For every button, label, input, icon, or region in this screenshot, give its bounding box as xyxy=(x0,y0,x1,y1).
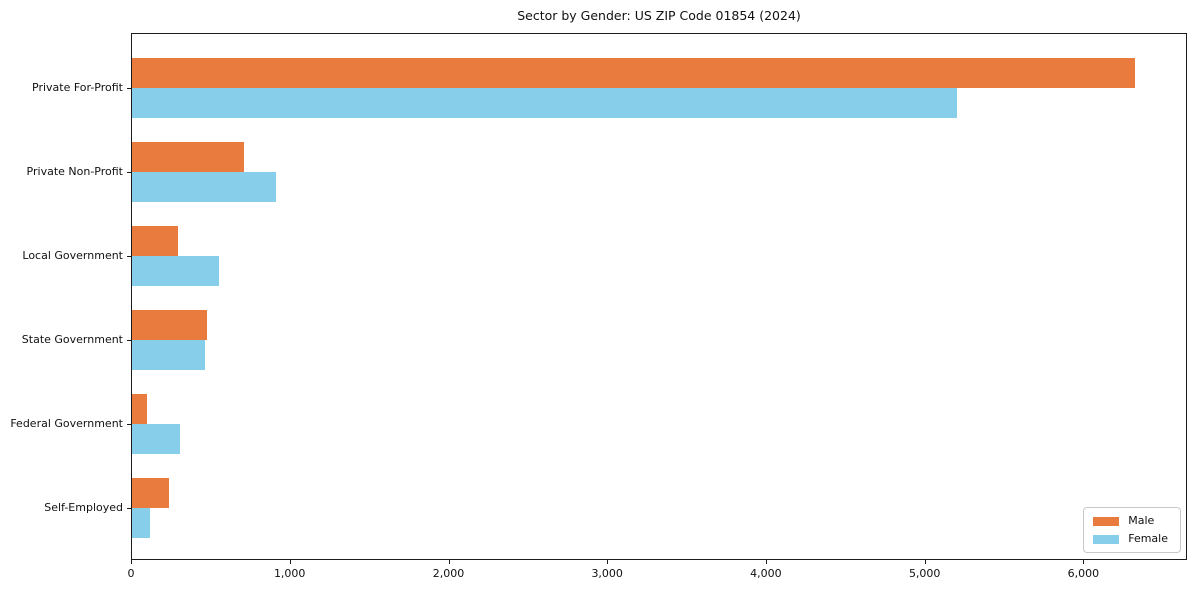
x-tick-mark xyxy=(1083,560,1085,564)
legend-label-female: Female xyxy=(1128,532,1168,545)
x-tick-label-6000: 6,000 xyxy=(1067,567,1100,580)
female-series-swatch xyxy=(1093,534,1120,544)
y-tick-mark xyxy=(127,424,131,425)
y-tick-label-private-non-profit: Private Non-Profit xyxy=(26,165,123,178)
legend: Male Female xyxy=(1083,507,1181,553)
bar-female-state-government xyxy=(132,340,205,370)
x-tick-label-5000: 5,000 xyxy=(908,567,941,580)
x-tick-mark xyxy=(131,560,132,564)
bar-male-local-government xyxy=(132,226,178,256)
y-tick-mark xyxy=(127,340,131,341)
y-tick-mark xyxy=(127,88,131,89)
y-tick-mark xyxy=(127,508,131,509)
bar-male-private-non-profit xyxy=(132,142,244,172)
x-tick-label-2000: 2,000 xyxy=(432,567,465,580)
bar-male-self-employed xyxy=(132,478,170,508)
x-tick-mark xyxy=(448,560,450,564)
y-tick-mark xyxy=(127,256,131,257)
legend-entry-male: Male xyxy=(1093,515,1168,527)
y-tick-label-self-employed: Self-Employed xyxy=(44,501,123,514)
bars-layer xyxy=(132,34,1186,559)
x-tick-label-4000: 4,000 xyxy=(750,567,782,580)
x-tick-label-3000: 3,000 xyxy=(591,567,623,580)
bar-male-state-government xyxy=(132,310,208,340)
y-tick-mark xyxy=(127,172,131,173)
y-tick-label-federal-government: Federal Government xyxy=(10,417,123,430)
x-tick-mark xyxy=(289,560,291,564)
legend-entry-female: Female xyxy=(1093,533,1168,545)
x-tick-mark xyxy=(765,560,767,564)
x-tick-mark xyxy=(607,560,609,564)
plot-area: Male Female xyxy=(131,33,1187,560)
x-tick-label-1000: 1,000 xyxy=(273,567,306,580)
x-tick-mark xyxy=(924,560,926,564)
bar-female-private-for-profit xyxy=(132,88,958,118)
legend-label-male: Male xyxy=(1128,514,1155,527)
bar-male-federal-government xyxy=(132,394,148,424)
male-series-swatch xyxy=(1093,516,1120,526)
y-tick-label-local-government: Local Government xyxy=(22,249,123,262)
bar-female-self-employed xyxy=(132,508,150,538)
bar-female-private-non-profit xyxy=(132,172,277,202)
bar-female-local-government xyxy=(132,256,220,286)
y-tick-label-state-government: State Government xyxy=(21,333,123,346)
x-tick-label-0: 0 xyxy=(127,567,135,580)
bar-female-federal-government xyxy=(132,424,180,454)
y-tick-label-private-for-profit: Private For-Profit xyxy=(32,81,123,94)
bar-male-private-for-profit xyxy=(132,58,1136,88)
chart-title: Sector by Gender: US ZIP Code 01854 (202… xyxy=(517,8,801,23)
